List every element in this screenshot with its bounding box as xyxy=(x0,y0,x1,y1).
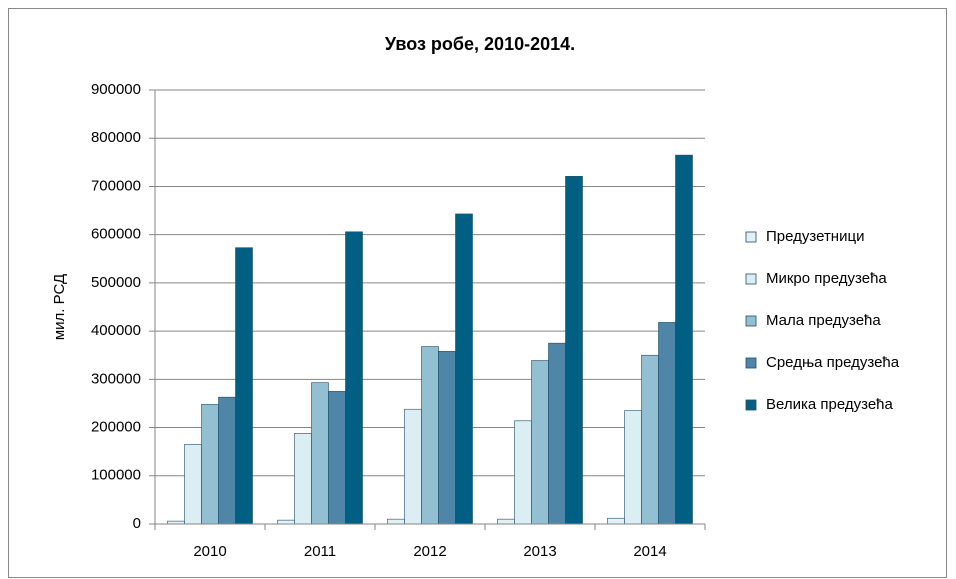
bar xyxy=(235,247,253,525)
y-tick-label: 200000 xyxy=(91,419,141,436)
bar xyxy=(218,396,236,525)
y-axis-label: мил. РСД xyxy=(51,274,68,340)
y-tick-label: 0 xyxy=(133,515,141,532)
x-tick-label: 2014 xyxy=(633,543,666,560)
bar xyxy=(624,410,642,525)
legend-swatch xyxy=(745,273,757,285)
x-tick-label: 2011 xyxy=(304,543,336,560)
bar xyxy=(641,354,659,525)
chart-title: Увоз робе, 2010-2014. xyxy=(385,34,575,54)
x-tick-label: 2013 xyxy=(523,543,556,560)
legend-label: Предузетници xyxy=(766,228,864,245)
y-tick-label: 700000 xyxy=(91,177,141,194)
bar xyxy=(328,391,346,525)
bar xyxy=(421,346,439,525)
y-tick-label: 400000 xyxy=(91,322,141,339)
legend-swatch xyxy=(745,357,757,369)
y-tick-label: 600000 xyxy=(91,226,141,243)
legend-swatch xyxy=(745,231,757,243)
y-tick-label: 300000 xyxy=(91,370,141,387)
bar xyxy=(404,408,422,525)
y-tick-label: 500000 xyxy=(91,274,141,291)
bar xyxy=(311,382,329,525)
bar xyxy=(565,176,583,525)
bar xyxy=(184,444,202,525)
legend-label: Мала предузећа xyxy=(766,312,881,329)
legend-swatch xyxy=(745,399,757,411)
y-tick-label: 900000 xyxy=(91,81,141,98)
bar xyxy=(201,404,219,525)
x-tick-label: 2010 xyxy=(193,543,226,560)
bar xyxy=(387,518,405,525)
legend-label: Средња предузећа xyxy=(766,354,900,371)
bar xyxy=(455,213,473,525)
bar xyxy=(277,519,295,525)
chart-frame xyxy=(8,8,947,578)
bar xyxy=(294,433,312,525)
legend-label: Велика предузећа xyxy=(766,396,894,413)
bar xyxy=(514,420,532,525)
bar xyxy=(658,322,676,525)
legend-swatch xyxy=(745,315,757,327)
y-tick-label: 100000 xyxy=(91,467,141,484)
x-tick-label: 2012 xyxy=(413,543,446,560)
bar xyxy=(345,231,363,525)
bar xyxy=(607,517,625,525)
bar xyxy=(531,360,549,525)
bar xyxy=(548,342,566,525)
bar xyxy=(438,351,456,525)
bar xyxy=(675,154,693,525)
bar xyxy=(497,518,515,525)
legend-label: Микро предузећа xyxy=(766,270,887,287)
y-tick-label: 800000 xyxy=(91,129,141,146)
